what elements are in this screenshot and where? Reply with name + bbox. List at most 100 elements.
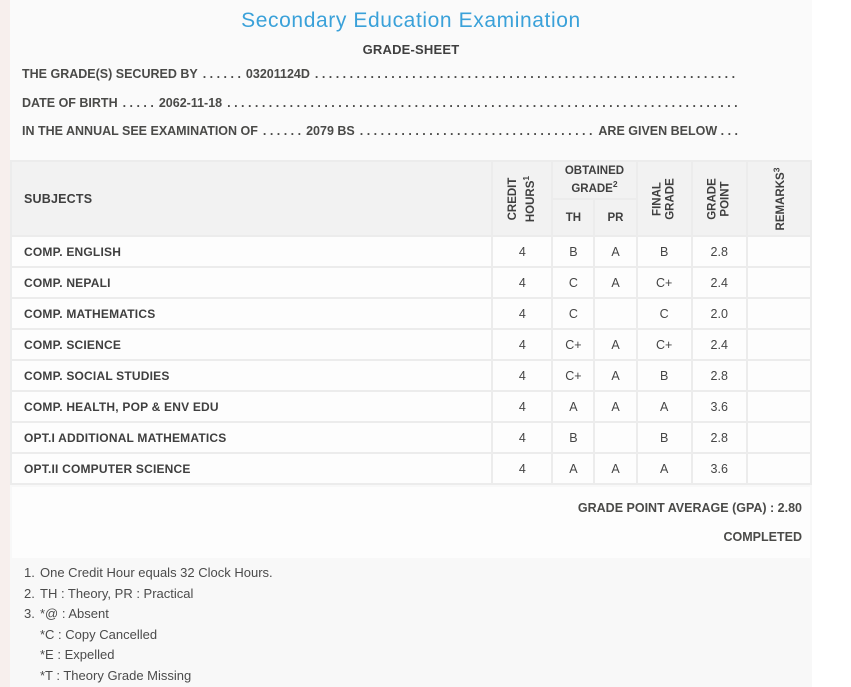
footnote-number xyxy=(24,645,40,666)
remarks-footnote-ref: 3 xyxy=(771,167,782,172)
page-title: Secondary Education Examination xyxy=(241,9,581,32)
column-header-obtained-grade: OBTAINED GRADE2 xyxy=(553,162,636,198)
subject-cell: COMP. ENGLISH xyxy=(12,237,492,266)
pr-grade-cell xyxy=(595,423,636,452)
final-grade-cell: A xyxy=(637,392,691,421)
footnote-text: One Credit Hour equals 32 Clock Hours. xyxy=(40,565,273,580)
final-grade-cell: B xyxy=(637,237,691,266)
final-grade-cell: C+ xyxy=(637,268,691,297)
remarks-label: REMARKS xyxy=(775,171,788,230)
credit-hours-cell: 4 xyxy=(493,454,552,483)
footnote-text: *T : Theory Grade Missing xyxy=(40,667,192,683)
info-line-tail: ARE GIVEN BELOW . . . xyxy=(598,124,738,138)
th-grade-cell: B xyxy=(553,237,594,266)
grade-sheet-card: Secondary Education Examination GRADE-SH… xyxy=(10,0,812,687)
final-grade-label: FINAL GRADE xyxy=(651,177,677,220)
column-header-final-grade: FINAL GRADE xyxy=(637,162,691,235)
info-label: IN THE ANNUAL SEE EXAMINATION OF xyxy=(22,124,258,138)
footnote-text: TH : Theory, PR : Practical xyxy=(40,585,194,601)
grade-point-cell: 2.8 xyxy=(692,237,746,266)
pr-grade-cell: A xyxy=(595,454,636,483)
final-grade-cell: B xyxy=(637,361,691,390)
footnote-text: *@ : Absent xyxy=(40,606,109,621)
table-row: COMP. NEPALI 4 C A C+ 2.4 xyxy=(12,268,810,297)
dot-leader-fill: . . . . . . . . . . . . . . . . . . . . … xyxy=(359,124,593,138)
subject-cell: COMP. NEPALI xyxy=(12,268,492,297)
dot-leader: . . . . . . xyxy=(262,124,302,138)
pr-grade-cell: A xyxy=(595,330,636,359)
th-grade-cell: C+ xyxy=(553,330,594,359)
footnote: *T : Theory Grade Missing xyxy=(24,666,812,687)
table-row: COMP. SCIENCE 4 C+ A C+ 2.4 xyxy=(12,330,810,359)
footnote-number: 1. xyxy=(24,565,35,580)
footnote: 2. TH : Theory, PR : Practical xyxy=(24,584,812,605)
info-label: THE GRADE(S) SECURED BY xyxy=(22,67,198,81)
footnote: 1. One Credit Hour equals 32 Clock Hours… xyxy=(24,563,812,584)
info-line-exam-year: IN THE ANNUAL SEE EXAMINATION OF . . . .… xyxy=(22,124,738,153)
final-grade-cell: C xyxy=(637,299,691,328)
subject-cell: COMP. SOCIAL STUDIES xyxy=(12,361,492,390)
pr-grade-cell: A xyxy=(595,237,636,266)
table-row: COMP. MATHEMATICS 4 C C 2.0 xyxy=(12,299,810,328)
credit-hours-cell: 4 xyxy=(493,392,552,421)
remarks-cell xyxy=(747,454,810,483)
table-row: OPT.II COMPUTER SCIENCE 4 A A A 3.6 xyxy=(12,454,810,483)
table-row: COMP. SOCIAL STUDIES 4 C+ A B 2.8 xyxy=(12,361,810,390)
grade-point-cell: 2.4 xyxy=(692,330,746,359)
remarks-cell xyxy=(747,268,810,297)
credit-hours-cell: 4 xyxy=(493,361,552,390)
credit-hours-footnote-ref: 1 xyxy=(520,175,531,181)
info-label: DATE OF BIRTH xyxy=(22,95,118,110)
footnotes-section: 1. One Credit Hour equals 32 Clock Hours… xyxy=(10,563,812,687)
dot-leader: . . . . . xyxy=(122,95,154,110)
table-row: COMP. HEALTH, POP & ENV EDU 4 A A A 3.6 xyxy=(12,392,810,421)
pr-grade-cell xyxy=(595,299,636,328)
symbol-number-value: 03201124D xyxy=(245,67,310,81)
grade-point-label: GRADE POINT xyxy=(706,177,732,220)
credit-hours-cell: 4 xyxy=(493,237,552,266)
column-header-th: TH xyxy=(553,200,594,235)
th-grade-cell: A xyxy=(553,392,594,421)
column-header-pr: PR xyxy=(595,200,636,235)
remarks-cell xyxy=(747,361,810,390)
gpa-value: GRADE POINT AVERAGE (GPA) : 2.80 xyxy=(577,501,802,515)
header-section: Secondary Education Examination GRADE-SH… xyxy=(10,0,812,160)
credit-hours-cell: 4 xyxy=(493,299,552,328)
subject-cell: OPT.II COMPUTER SCIENCE xyxy=(12,454,492,483)
subject-cell: COMP. SCIENCE xyxy=(12,330,492,359)
info-line-symbol-number: THE GRADE(S) SECURED BY . . . . . . 0320… xyxy=(22,67,738,96)
status-badge: COMPLETED xyxy=(723,530,802,544)
remarks-cell xyxy=(747,423,810,452)
final-grade-cell: A xyxy=(637,454,691,483)
th-grade-cell: C xyxy=(553,299,594,328)
th-grade-cell: B xyxy=(553,423,594,452)
column-header-subjects: SUBJECTS xyxy=(12,162,492,235)
table-row: COMP. ENGLISH 4 B A B 2.8 xyxy=(12,237,810,266)
pr-grade-cell: A xyxy=(595,361,636,390)
dot-leader: . . . . . . xyxy=(202,67,241,81)
obtained-grade-footnote-ref: 2 xyxy=(612,178,618,189)
pr-grade-cell: A xyxy=(595,268,636,297)
credit-hours-cell: 4 xyxy=(493,330,552,359)
exam-year-value: 2079 BS xyxy=(306,124,355,138)
grade-point-cell: 3.6 xyxy=(692,392,746,421)
remarks-cell xyxy=(747,299,810,328)
remarks-cell xyxy=(747,330,810,359)
dot-leader-fill: . . . . . . . . . . . . . . . . . . . . … xyxy=(314,67,738,81)
footnote: 3. *@ : Absent xyxy=(24,604,812,625)
grades-table: SUBJECTS CREDIT HOURS1 OBTAINED GRADE2 F… xyxy=(10,160,812,485)
th-grade-cell: C+ xyxy=(553,361,594,390)
subject-cell: OPT.I ADDITIONAL MATHEMATICS xyxy=(12,423,492,452)
date-of-birth-value: 2062-11-18 xyxy=(158,95,223,110)
left-edge-strip xyxy=(0,0,10,687)
grade-point-cell: 2.8 xyxy=(692,361,746,390)
column-header-remarks: REMARKS3 xyxy=(747,162,810,235)
column-header-grade-point: GRADE POINT xyxy=(692,162,746,235)
footnote-text: *C : Copy Cancelled xyxy=(40,626,158,642)
dot-leader-fill: . . . . . . . . . . . . . . . . . . . . … xyxy=(227,95,738,110)
footnote-number: 2. xyxy=(24,585,35,601)
grade-point-cell: 2.8 xyxy=(692,423,746,452)
credit-hours-cell: 4 xyxy=(493,268,552,297)
info-line-date-of-birth: DATE OF BIRTH . . . . . 2062-11-18 . . .… xyxy=(22,96,738,125)
